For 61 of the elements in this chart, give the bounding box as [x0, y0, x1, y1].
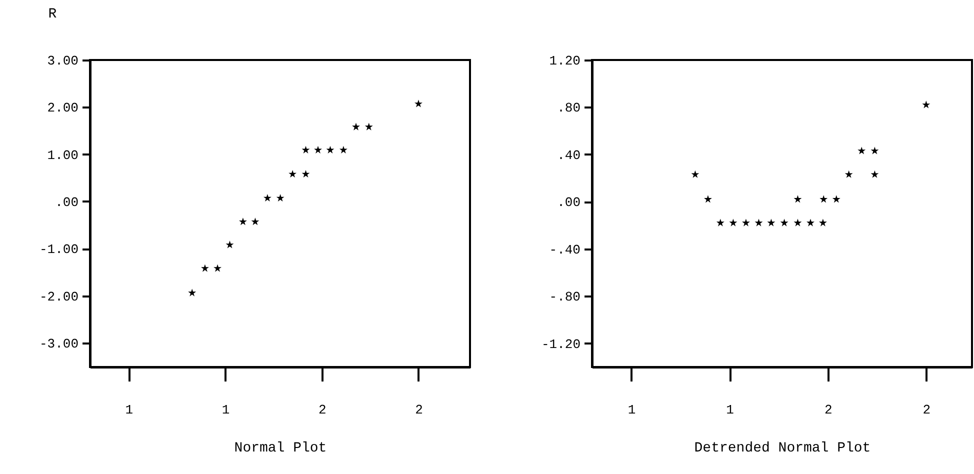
point [226, 240, 234, 248]
x-tick-label: 1 [222, 402, 230, 418]
y-tick-label: 1.20 [549, 54, 580, 68]
point [414, 100, 422, 108]
point [818, 218, 827, 226]
point [339, 146, 348, 154]
point [780, 218, 788, 226]
x-tick-label: 1 [628, 402, 636, 418]
x-tick-label: 2 [318, 402, 326, 418]
point [314, 146, 322, 154]
x-tick-label: 2 [824, 402, 832, 418]
x-tick-label: 2 [415, 402, 423, 418]
y-tick-label: .40 [557, 148, 580, 163]
y-tick-label: 2.00 [47, 100, 78, 116]
point [302, 170, 310, 178]
x-axis-title: Detrended Normal Plot [694, 440, 871, 456]
y-tick-label: -.40 [549, 242, 580, 258]
point [729, 218, 738, 226]
point [364, 122, 373, 130]
point [326, 146, 334, 154]
point [806, 218, 814, 226]
point [691, 170, 700, 178]
point [922, 100, 930, 108]
point [820, 195, 828, 203]
point [352, 122, 360, 130]
point [238, 218, 247, 226]
x-tick-label: 1 [125, 402, 134, 418]
point [844, 170, 853, 178]
point [704, 195, 712, 203]
point [188, 288, 196, 296]
point [858, 146, 866, 154]
point [276, 194, 284, 202]
point [263, 194, 272, 202]
point [742, 218, 750, 226]
point [214, 264, 222, 272]
y-tick-label: -.80 [549, 290, 580, 305]
point [794, 195, 802, 203]
x-tick-label: 1 [726, 402, 734, 418]
y-tick-label: -1.20 [541, 336, 580, 352]
point [832, 195, 840, 203]
y-tick-label: .80 [557, 100, 580, 116]
point [767, 218, 776, 226]
point [870, 146, 879, 154]
point [716, 218, 724, 226]
point [200, 264, 209, 272]
y-tick-label: 3.00 [47, 54, 78, 68]
point [302, 146, 310, 154]
point [794, 218, 802, 226]
y-tick-label: -2.00 [39, 289, 78, 304]
point [870, 170, 879, 178]
point [251, 218, 260, 226]
y-tick-label: 1.00 [47, 148, 78, 163]
y-tick-label: -3.00 [39, 336, 78, 352]
point [754, 218, 763, 226]
x-tick-label: 2 [922, 402, 931, 418]
y-tick-label: .00 [557, 195, 580, 210]
x-axis-title: Normal Plot [234, 440, 327, 456]
y-axis-title: R [48, 6, 58, 22]
y-tick-label: .00 [55, 194, 78, 210]
point [288, 170, 297, 178]
y-tick-label: -1.00 [39, 242, 78, 258]
